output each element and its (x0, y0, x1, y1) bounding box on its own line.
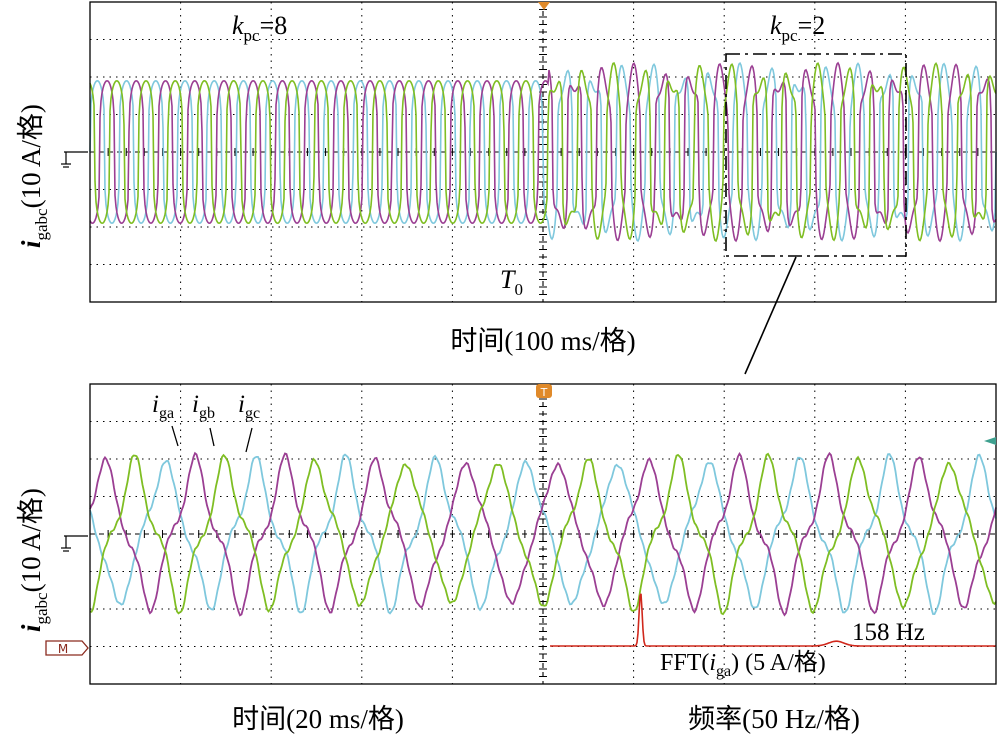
bottom-xlabel-left: 时间(20 ms/格) (232, 704, 404, 734)
top-traces (89, 61, 997, 243)
math-channel-marker: M (45, 640, 89, 656)
legend-igc: igc (238, 391, 260, 422)
bottom-xlabel-right: 频率(50 Hz/格) (688, 704, 860, 734)
svg-text:M: M (58, 642, 68, 656)
top-kpc8-label: kpc=8 (232, 11, 287, 45)
iga-trace-top (89, 61, 997, 243)
top-trigger-marker (538, 2, 550, 10)
trigger-level-arrow (984, 437, 996, 445)
legend-igb: igb (192, 391, 215, 422)
top-panel: kpc=8 kpc=2 T0 igabc(10 A/格) 时间(100 ms/格… (16, 1, 997, 356)
bottom-panel: T M iga igb igc 158 Hz FFT(iga) (5 A/格) … (16, 383, 997, 734)
igb-trace-top (89, 61, 997, 243)
legend: iga igb igc (152, 391, 260, 453)
top-xlabel: 时间(100 ms/格) (450, 326, 635, 356)
bottom-ylabel: igabc(10 A/格) (16, 488, 51, 632)
iga-trace-bottom (89, 453, 997, 616)
bottom-ground-marker (61, 535, 88, 552)
top-kpc2-label: kpc=2 (770, 11, 825, 45)
t0-label: T0 (500, 265, 523, 299)
top-ground-marker (61, 151, 88, 168)
igb-trace-bottom (89, 451, 997, 617)
fft-trace (550, 593, 996, 647)
bottom-grid (89, 383, 997, 685)
zoom-box (725, 53, 907, 257)
bottom-trigger-marker: T (536, 384, 552, 399)
legend-iga: iga (152, 391, 174, 422)
fft-peak-label: 158 Hz (852, 619, 925, 646)
top-ylabel: igabc(10 A/格) (16, 104, 51, 248)
fft-spectrum-line (550, 593, 996, 647)
fft-label: FFT(iga) (5 A/格) (660, 649, 826, 680)
igc-trace-top (89, 61, 997, 243)
zoom-callout-line (744, 256, 797, 375)
bottom-traces (89, 451, 997, 617)
svg-text:T: T (540, 386, 548, 399)
igc-trace-bottom (89, 452, 997, 616)
